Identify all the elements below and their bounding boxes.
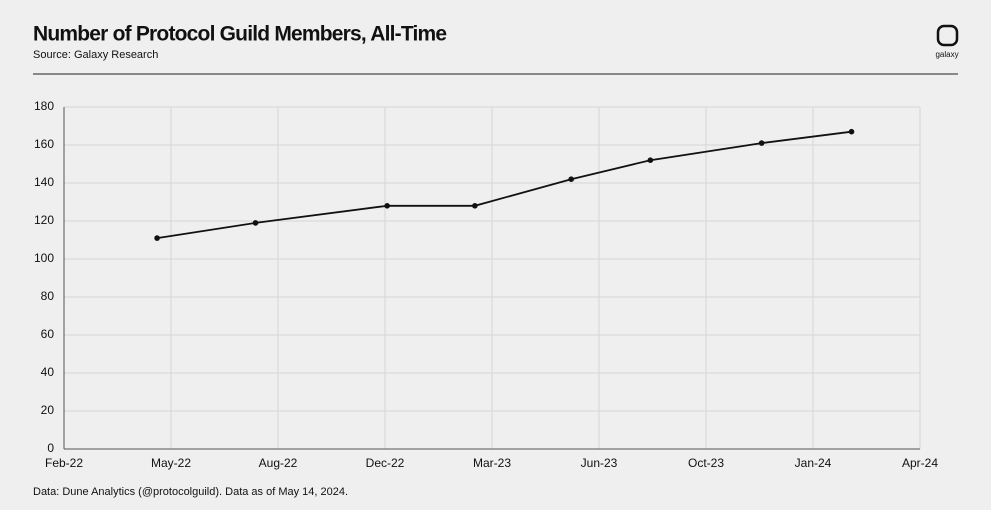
logo-text: galaxy [935, 50, 958, 59]
y-tick-label: 80 [41, 289, 55, 303]
data-point [472, 203, 478, 209]
data-point [848, 128, 855, 135]
x-tick-label: Dec-22 [366, 456, 405, 470]
y-tick-label: 60 [41, 327, 55, 341]
x-tick-label: Jun-23 [581, 456, 618, 470]
data-point [252, 220, 259, 226]
source: Source: Galaxy Research [33, 49, 158, 61]
logo-icon [936, 24, 959, 47]
y-tick-label: 20 [41, 403, 55, 417]
y-tick-label: 180 [34, 99, 54, 113]
data-point [647, 157, 654, 163]
footer-note: Data: Dune Analytics (@protocolguild). D… [33, 486, 348, 498]
data-point [758, 140, 765, 146]
x-tick-label: Feb-22 [45, 456, 83, 470]
y-tick-label: 120 [34, 213, 54, 227]
x-tick-label: Mar-23 [473, 456, 511, 470]
x-tick-label: Aug-22 [259, 456, 298, 470]
data-point [384, 203, 390, 209]
x-tick-label: Jan-24 [795, 456, 832, 470]
y-tick-label: 100 [34, 251, 54, 265]
chart-title: Number of Protocol Guild Members, All-Ti… [33, 23, 446, 46]
x-tick-label: May-22 [151, 456, 191, 470]
x-tick-label: Apr-24 [902, 456, 938, 470]
y-tick-label: 0 [47, 441, 54, 455]
y-tick-label: 40 [41, 365, 55, 379]
y-tick-label: 160 [34, 137, 54, 151]
y-tick-label: 140 [34, 175, 54, 189]
data-point [154, 235, 160, 241]
series-line [156, 130, 852, 239]
x-tick-label: Oct-23 [688, 456, 724, 470]
data-point [568, 176, 574, 182]
